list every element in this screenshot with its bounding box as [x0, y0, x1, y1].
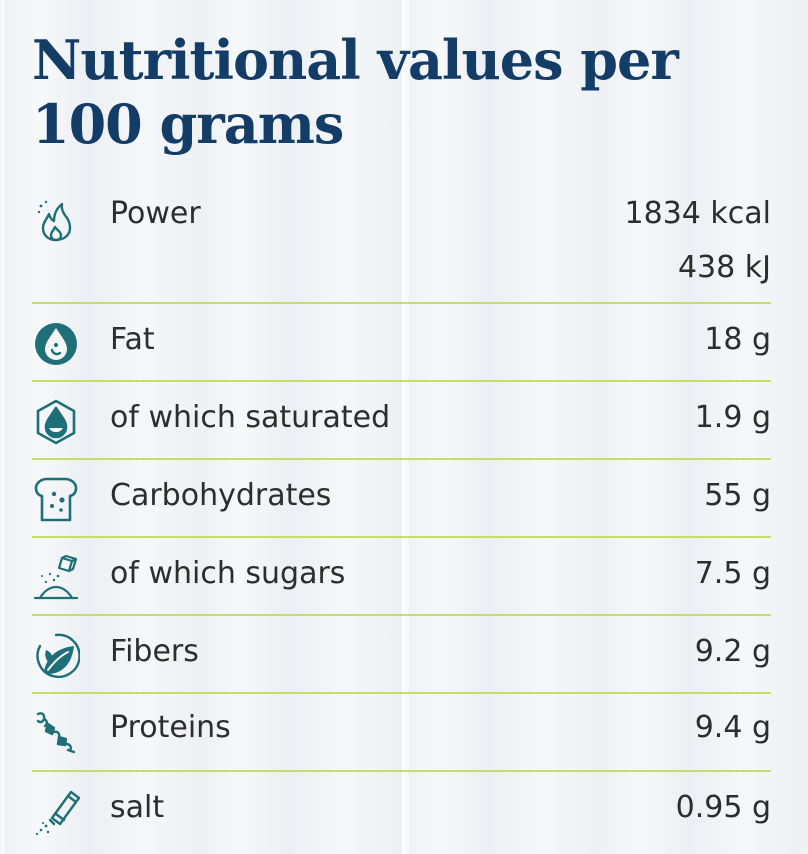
nutrient-label: salt	[110, 790, 165, 825]
nutrient-row-saturated: of which saturated 1.9 g	[32, 382, 771, 460]
nutrient-row-carbohydrates: Carbohydrates 55 g	[32, 460, 771, 538]
leaf-icon	[32, 632, 80, 680]
nutrient-value: 9.4 g	[694, 710, 771, 745]
nutrient-row-power: Power 1834 kcal 438 kJ	[32, 180, 771, 304]
nutrient-value: 1.9 g	[694, 400, 771, 435]
nutrient-value: 7.5 g	[694, 556, 771, 591]
nutrient-label: Fat	[110, 322, 155, 357]
page-title: Nutritional values per 100 grams	[32, 28, 679, 156]
nutrient-label: Power	[110, 196, 201, 231]
nutrient-row-salt: salt 0.95 g	[32, 772, 771, 854]
oil-drop-icon	[32, 320, 80, 368]
nutrient-value-kcal: 1834 kcal	[624, 196, 771, 231]
nutrient-value-kj: 438 kJ	[677, 250, 771, 285]
nutrient-row-proteins: Proteins 9.4 g	[32, 694, 771, 772]
salt-shaker-icon	[32, 788, 80, 836]
nutrient-value: 0.95 g	[675, 790, 771, 825]
nutrient-label: Carbohydrates	[110, 478, 332, 513]
nutrient-label: of which sugars	[110, 556, 346, 591]
flame-icon	[32, 196, 80, 244]
nutrient-row-fat: Fat 18 g	[32, 304, 771, 382]
bread-icon	[32, 476, 80, 524]
nutrient-label: Proteins	[110, 710, 231, 745]
nutrient-value: 9.2 g	[694, 634, 771, 669]
nutrient-row-fibers: Fibers 9.2 g	[32, 616, 771, 694]
protein-chain-icon	[32, 708, 80, 756]
nutrient-label: of which saturated	[110, 400, 391, 435]
nutrient-value: 18 g	[704, 322, 771, 357]
saturated-drop-icon	[32, 398, 80, 446]
nutrient-label: Fibers	[110, 634, 199, 669]
nutrient-row-sugars: of which sugars 7.5 g	[32, 538, 771, 616]
nutrient-value: 55 g	[704, 478, 771, 513]
sugar-cube-icon	[32, 554, 80, 602]
